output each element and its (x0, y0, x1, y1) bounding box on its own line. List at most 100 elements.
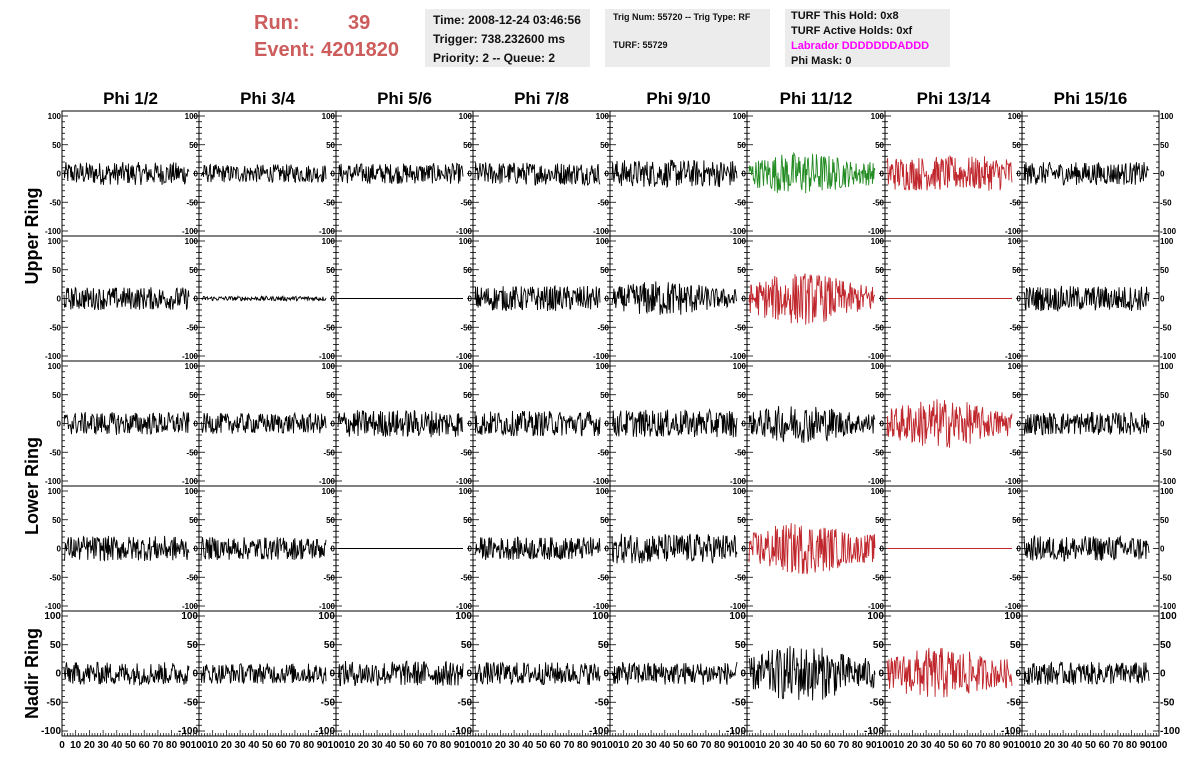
y-tick-label: 0 (878, 669, 884, 680)
y-tick-label: 50 (875, 141, 884, 150)
y-tick-label: 100 (185, 362, 199, 371)
x-tick-label: 50 (673, 740, 685, 751)
trig-info-box: Trig Num: 55720 -- Trig Type: RF TURF: 5… (605, 9, 770, 67)
y-tick-label: 100 (1160, 237, 1174, 246)
y-tick-label: 50 (189, 391, 198, 400)
x-tick-label: 30 (98, 740, 110, 751)
y-tick-label: 100 (1008, 112, 1022, 121)
y-tick-label: -100 (593, 602, 610, 611)
y-tick-label: 0 (1160, 545, 1165, 554)
y-tick-label: 100 (48, 112, 62, 121)
x-tick-label: 30 (646, 740, 658, 751)
waveform-trace (63, 286, 190, 311)
waveform-trace (748, 523, 876, 575)
y-tick-label: -50 (460, 573, 472, 582)
y-tick-label: 100 (596, 237, 610, 246)
y-tick-label: -50 (595, 697, 610, 708)
y-tick-label: 50 (875, 516, 884, 525)
waveform-trace (337, 409, 464, 438)
y-tick-label: 100 (1008, 487, 1022, 496)
y-tick-label: 50 (873, 640, 885, 651)
x-tick-label: 100 (739, 740, 756, 751)
y-tick-label: -100 (868, 602, 885, 611)
x-tick-label: 30 (783, 740, 795, 751)
waveform-trace (1023, 534, 1150, 562)
y-tick-label: -100 (1160, 227, 1177, 236)
y-tick-label: 50 (461, 640, 473, 651)
y-tick-label: 0 (1160, 669, 1166, 680)
y-tick-label: 50 (463, 391, 472, 400)
x-tick-label: 20 (632, 740, 644, 751)
y-tick-label: -50 (734, 448, 746, 457)
y-tick-label: 0 (331, 295, 336, 304)
y-tick-label: 100 (1008, 362, 1022, 371)
waveform-trace (611, 533, 738, 564)
y-tick-label: 50 (737, 391, 746, 400)
y-tick-label: 0 (605, 545, 610, 554)
y-tick-label: 100 (185, 237, 199, 246)
y-tick-label: -100 (182, 602, 199, 611)
x-tick-label: 80 (714, 740, 726, 751)
y-tick-label: 50 (324, 640, 336, 651)
y-tick-label: -100 (319, 477, 336, 486)
y-tick-label: 100 (871, 487, 885, 496)
time-info-box: Time: 2008-12-24 03:46:56 Trigger: 738.2… (425, 9, 590, 67)
x-tick-label: 20 (769, 740, 781, 751)
x-tick-label: 10 (70, 740, 82, 751)
y-tick-label: 50 (875, 391, 884, 400)
y-tick-label: 50 (875, 266, 884, 275)
turf-this-hold-text: TURF This Hold: 0x8 (791, 10, 899, 22)
y-tick-label: 0 (742, 295, 747, 304)
y-tick-label: 100 (733, 487, 747, 496)
y-tick-label: -100 (726, 726, 746, 737)
y-tick-label: 100 (322, 362, 336, 371)
x-tick-label: 50 (125, 740, 137, 751)
y-tick-label: 0 (331, 545, 336, 554)
y-tick-label: 100 (1160, 362, 1174, 371)
y-tick-label: -100 (593, 227, 610, 236)
waveform-trace (748, 273, 876, 325)
y-tick-label: 50 (1160, 391, 1169, 400)
y-tick-label: 50 (600, 266, 609, 275)
y-tick-label: -50 (49, 448, 61, 457)
x-tick-label: 50 (1085, 740, 1097, 751)
y-tick-label: -100 (868, 227, 885, 236)
y-tick-label: 100 (459, 362, 473, 371)
y-tick-label: 50 (52, 391, 61, 400)
y-tick-label: 100 (592, 611, 609, 622)
ring-label: Upper Ring (22, 188, 42, 285)
y-tick-label: 0 (57, 420, 62, 429)
y-tick-label: 50 (600, 141, 609, 150)
y-tick-label: -50 (597, 448, 609, 457)
y-tick-label: 50 (463, 516, 472, 525)
y-tick-label: 50 (189, 516, 198, 525)
waveform-trace (63, 411, 190, 436)
y-tick-label: -50 (323, 198, 335, 207)
y-tick-label: 50 (52, 266, 61, 275)
y-tick-label: -100 (864, 726, 884, 737)
x-tick-label: 90 (1003, 740, 1015, 751)
y-tick-label: 100 (459, 237, 473, 246)
y-tick-label: 0 (880, 545, 885, 554)
y-tick-label: 50 (737, 516, 746, 525)
x-tick-label: 70 (289, 740, 301, 751)
y-tick-label: 50 (189, 266, 198, 275)
x-tick-label: 70 (975, 740, 987, 751)
y-tick-label: 50 (50, 640, 62, 651)
y-tick-label: -50 (1009, 323, 1021, 332)
y-tick-label: 0 (880, 170, 885, 179)
y-tick-label: -100 (456, 352, 473, 361)
waveform-trace (63, 535, 190, 562)
x-tick-label: 30 (1058, 740, 1070, 751)
event-value: 4201820 (321, 39, 399, 61)
x-tick-label: 40 (934, 740, 946, 751)
x-tick-label: 90 (180, 740, 192, 751)
x-tick-label: 100 (465, 740, 482, 751)
panel-frame (609, 610, 748, 737)
trig-num-text: Trig Num: 55720 -- Trig Type: RF (613, 12, 751, 22)
y-tick-label: -50 (186, 573, 198, 582)
y-tick-label: -50 (460, 323, 472, 332)
y-tick-label: -100 (319, 602, 336, 611)
y-tick-label: -100 (315, 726, 335, 737)
